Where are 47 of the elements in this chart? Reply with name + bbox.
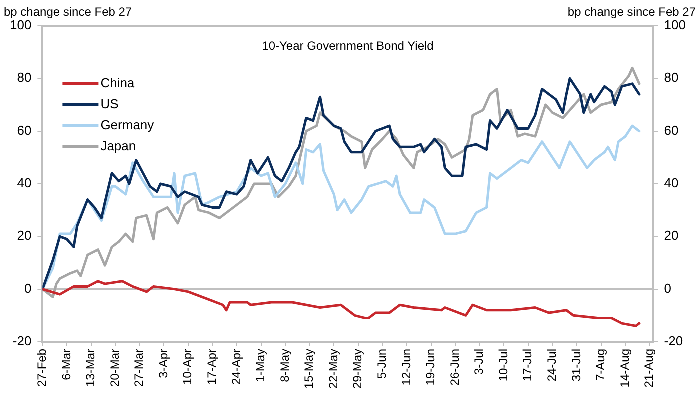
y2-tick-label: 0	[664, 280, 672, 296]
x-tick-label: 31-Jul	[569, 348, 584, 382]
y2-tick-label: 60	[664, 122, 679, 138]
x-tick-label: 29-May	[350, 348, 365, 389]
legend-label: US	[100, 96, 120, 112]
text: 10-Year Government Bond Yield	[262, 39, 434, 53]
x-tick-label: 1-May	[254, 348, 268, 382]
x-tick-label: 27-Mar	[132, 348, 146, 387]
y-axis-title: bp change since Feb 27	[4, 5, 132, 19]
x-tick-label: 12-Jun	[399, 348, 414, 386]
x-tick-label: 6-Mar	[59, 348, 74, 380]
x-tick-label: 3-Jul	[472, 348, 486, 375]
x-tick-label: 19-Jun	[424, 348, 438, 386]
x-tick-label: 3-Apr	[156, 348, 170, 378]
x-tick-label: 17-Apr	[205, 348, 220, 386]
y-tick-label: 80	[17, 70, 32, 86]
x-tick-label: 22-May	[326, 348, 340, 389]
x-tick-label: 8-May	[278, 348, 292, 382]
y2-tick-label: 100	[664, 18, 686, 33]
y-tick-label: 100	[10, 18, 32, 33]
x-tick-label: 20-Mar	[108, 348, 122, 387]
x-tick-label: 10-Apr	[180, 348, 195, 386]
x-tick-label: 5-Jun	[375, 348, 390, 380]
x-tick-label: 17-Jul	[520, 348, 535, 382]
x-tick-label: 14-Aug	[618, 348, 632, 388]
x-tick-label: 10-Jul	[496, 348, 510, 382]
y2-tick-label: 20	[664, 228, 679, 244]
y-tick-label: -20	[12, 334, 32, 349]
y2-tick-label: 80	[664, 70, 679, 86]
y-tick-label: 40	[17, 176, 32, 191]
legend-label: Germany	[100, 118, 155, 133]
x-tick-label: 24-Jul	[545, 348, 560, 382]
y2-tick-label: 40	[664, 176, 679, 191]
x-tick-label: 15-May	[302, 348, 316, 389]
legend-label: Japan	[100, 138, 136, 154]
x-tick-label: 26-Jun	[448, 348, 462, 386]
x-tick-label: 27-Feb	[35, 348, 49, 388]
legend-label: China	[100, 76, 136, 91]
x-tick-label: 7-Aug	[594, 348, 608, 382]
y-tick-label: 20	[17, 228, 32, 244]
y-tick-label: 60	[17, 122, 32, 138]
x-tick-label: 21-Aug	[642, 348, 656, 388]
x-tick-label: 24-Apr	[229, 348, 244, 386]
y-tick-label: 0	[24, 280, 32, 296]
x-tick-label: 13-Mar	[84, 348, 98, 387]
y2-tick-label: -20	[664, 334, 684, 349]
y2-axis-title: bp change since Feb 27	[568, 5, 696, 19]
